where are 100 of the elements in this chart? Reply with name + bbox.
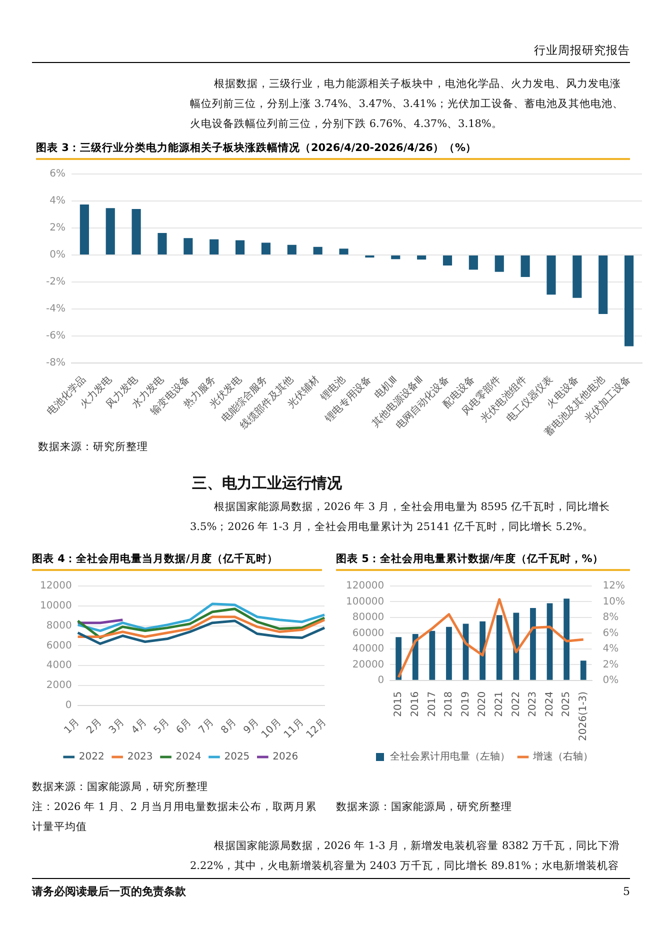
y-tick-label: -6% (46, 330, 66, 342)
bar (80, 204, 89, 254)
y-tick-label: 4% (50, 196, 66, 207)
y-tick-label: 60000 (352, 628, 384, 639)
bar (396, 637, 402, 680)
source-note: 数据来源：国家能源局，研究所整理 (32, 780, 208, 795)
y-tick-label: 0% (50, 250, 66, 261)
text: 注：2026 年 1 月、2 月当月用电量数据未公布，取两月累计量平均值 (32, 800, 318, 835)
source-note: 数据来源：国家能源局，研究所整理 (336, 800, 512, 815)
bar (564, 598, 570, 680)
legend-label: 2022 (78, 752, 104, 763)
x-tick-label: 2020 (477, 691, 488, 717)
y2-tick-label: 8% (602, 612, 619, 624)
x-tick-label: 3月 (107, 716, 127, 736)
x-tick-label: 8月 (219, 716, 239, 736)
bar (520, 255, 530, 277)
x-tick-label: 2023 (528, 691, 539, 717)
y-tick-label: 6000 (46, 640, 72, 652)
x-tick-label: 2025 (561, 691, 572, 717)
chart-title: 图表 4：全社会用电量当月数据/月度（亿千瓦时） (32, 552, 322, 571)
x-tick-label: 2015 (393, 691, 404, 717)
y-tick-label: -8% (46, 358, 66, 369)
text: 根据国家能源局数据，2026 年 1-3 月，新增发电装机容量 8382 万千瓦，同比下滑 2.22%，其中，火电新增装机容量为 2403 万千瓦，同比增长 89.81%；水电新增装机容 (190, 839, 622, 874)
y2-tick-label: 6% (602, 628, 619, 639)
chart-title: 图表 3：三级行业分类电力能源相关子板块涨跌幅情况（2026/4/20-2026/4/26）（%） (36, 141, 630, 160)
bar (391, 255, 400, 260)
x-tick-label: 7月 (196, 716, 216, 736)
x-tick-label: 6月 (174, 716, 194, 736)
x-tick-label: 12月 (304, 716, 328, 741)
legend-label: 2024 (176, 752, 202, 763)
bar (572, 255, 582, 298)
chart-title: 图表 5：全社会用电量累计数据/年度（亿千瓦时，%） (336, 552, 630, 571)
bar (624, 255, 634, 346)
bar (236, 240, 245, 254)
bar (580, 660, 586, 680)
y-tick-label: 4000 (46, 660, 72, 672)
y-tick-label: 20000 (352, 659, 384, 670)
x-tick-label: 2016 (410, 691, 421, 717)
bar (158, 232, 167, 254)
y-tick-label: 10000 (40, 600, 72, 612)
x-tick-label: 4月 (130, 716, 150, 736)
x-tick-label: 2月 (84, 716, 104, 736)
y-tick-label: -2% (46, 276, 66, 288)
bar (365, 255, 374, 258)
bar (446, 626, 452, 680)
x-tick-label: 1月 (62, 716, 82, 736)
text: 三、电力工业运行情况 (192, 473, 342, 493)
y2-tick-label: 0% (602, 675, 619, 686)
bar (546, 255, 556, 295)
y2-tick-label: 12% (602, 580, 626, 592)
text: 行业周报研究报告 (534, 42, 630, 59)
bar (313, 246, 322, 254)
x-tick-label: 2024 (544, 691, 556, 717)
bar (184, 238, 193, 254)
x-tick-label: 2026(1-3) (578, 691, 589, 742)
x-tick-label: 9月 (242, 716, 262, 736)
bar (480, 621, 486, 680)
y-tick-label: 40000 (352, 644, 384, 655)
bar (339, 248, 348, 254)
x-tick-label: 2017 (426, 691, 438, 717)
legend-label: 2026 (272, 752, 298, 763)
x-tick-label: 2019 (460, 691, 472, 717)
bar (530, 608, 536, 680)
y-tick-label: 0 (378, 675, 384, 686)
bar (261, 242, 271, 254)
legend-label: 增速（右轴） (532, 750, 593, 763)
y-tick-label: 80000 (352, 612, 384, 624)
bar (468, 255, 478, 270)
bar (132, 208, 141, 254)
x-tick-label: 2022 (510, 691, 522, 717)
text: 根据数据，三级行业，电力能源相关子板块中，电池化学品、火力发电、风力发电涨幅位列前三位，分别上涨 3.74%、3.47%、3.41%；光伏加工设备、蓄电池及其他电池、火电设备跌幅位列前三位，分别下跌 6.76%、4.37%、3.18%。 (190, 77, 624, 132)
y-tick-label: 12000 (40, 580, 72, 592)
bar (494, 255, 504, 272)
bar (287, 244, 296, 254)
bar (210, 239, 219, 254)
y-tick-label: -4% (46, 304, 66, 315)
text: 请务必阅读最后一页的免责条款 (32, 884, 186, 900)
x-tick-label: 2018 (444, 691, 455, 717)
bar (106, 208, 115, 254)
y2-tick-label: 2% (602, 659, 619, 670)
source-note: 数据来源：研究所整理 (38, 440, 148, 455)
bar (417, 255, 426, 260)
bar (598, 255, 608, 314)
y-tick-label: 120000 (346, 580, 384, 592)
legend-label: 2023 (127, 752, 153, 763)
x-tick-label: 2021 (494, 691, 505, 717)
bar (496, 615, 502, 680)
y-tick-label: 2000 (46, 680, 72, 692)
y2-tick-label: 4% (602, 644, 619, 655)
y-tick-label: 100000 (346, 596, 384, 608)
bar (442, 255, 452, 266)
text: 5 (623, 884, 630, 900)
text: 根据国家能源局数据，2026 年 3 月，全社会用电量为 8595 亿千瓦时，同比增长 3.5%；2026 年 1-3 月，全社会用电量累计为 25141 亿千瓦时，同比增长 5.2%。 (190, 500, 611, 535)
y-tick-label: 2% (50, 222, 66, 234)
bar (513, 612, 520, 680)
legend-label: 全社会累计用电量（左轴） (390, 750, 510, 763)
x-tick-label: 5月 (152, 716, 172, 736)
y2-tick-label: 10% (602, 596, 626, 608)
bar (429, 630, 436, 680)
y-tick-label: 8000 (46, 620, 72, 632)
